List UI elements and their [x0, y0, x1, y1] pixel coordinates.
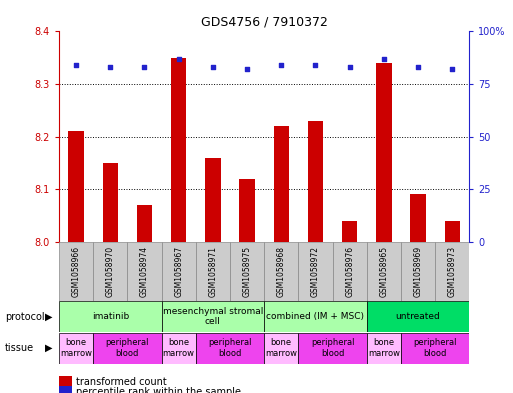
Text: peripheral
blood: peripheral blood	[413, 338, 457, 358]
Bar	[308, 121, 323, 242]
Text: peripheral
blood: peripheral blood	[311, 338, 354, 358]
Point	[106, 64, 114, 70]
Point	[414, 64, 422, 70]
Text: GSM1058966: GSM1058966	[72, 246, 81, 297]
Text: peripheral
blood: peripheral blood	[106, 338, 149, 358]
Text: GSM1058973: GSM1058973	[448, 246, 457, 297]
Point	[141, 64, 149, 70]
Text: GSM1058967: GSM1058967	[174, 246, 183, 297]
Bar	[264, 333, 299, 364]
Bar	[367, 242, 401, 301]
Bar	[264, 242, 299, 301]
Bar	[299, 333, 367, 364]
Text: ▶: ▶	[45, 343, 52, 353]
Bar	[127, 242, 162, 301]
Text: GSM1058976: GSM1058976	[345, 246, 354, 297]
Bar	[162, 333, 196, 364]
Bar	[196, 242, 230, 301]
Text: imatinib: imatinib	[92, 312, 129, 321]
Point	[448, 66, 457, 72]
Text: bone
marrow: bone marrow	[265, 338, 298, 358]
Title: GDS4756 / 7910372: GDS4756 / 7910372	[201, 16, 328, 29]
Bar	[137, 205, 152, 242]
Text: protocol: protocol	[5, 312, 45, 322]
Bar	[410, 195, 426, 242]
Bar	[162, 242, 196, 301]
Text: transformed count: transformed count	[76, 377, 167, 387]
Bar	[445, 221, 460, 242]
Text: GSM1058969: GSM1058969	[413, 246, 423, 297]
Bar	[103, 163, 118, 242]
Bar	[162, 301, 264, 332]
Text: GSM1058975: GSM1058975	[243, 246, 251, 297]
Text: tissue: tissue	[5, 343, 34, 353]
Bar	[93, 333, 162, 364]
Bar	[59, 301, 162, 332]
Point	[243, 66, 251, 72]
Text: GSM1058968: GSM1058968	[277, 246, 286, 297]
Text: bone
marrow: bone marrow	[163, 338, 195, 358]
Bar	[264, 301, 367, 332]
Bar	[240, 179, 255, 242]
Point	[174, 56, 183, 62]
Text: peripheral
blood: peripheral blood	[208, 338, 252, 358]
Bar	[401, 242, 435, 301]
Point	[311, 62, 320, 68]
Text: bone
marrow: bone marrow	[368, 338, 400, 358]
Bar	[435, 242, 469, 301]
Text: untreated: untreated	[396, 312, 441, 321]
Point	[72, 62, 80, 68]
Bar	[367, 333, 401, 364]
Bar	[68, 131, 84, 242]
Bar	[367, 301, 469, 332]
Text: GSM1058974: GSM1058974	[140, 246, 149, 297]
Bar	[332, 242, 367, 301]
Point	[346, 64, 354, 70]
Bar	[299, 242, 332, 301]
Text: combined (IM + MSC): combined (IM + MSC)	[266, 312, 365, 321]
Bar	[171, 58, 186, 242]
Text: GSM1058970: GSM1058970	[106, 246, 115, 297]
Bar	[401, 333, 469, 364]
Point	[277, 62, 285, 68]
Text: GSM1058971: GSM1058971	[208, 246, 218, 297]
Text: bone
marrow: bone marrow	[60, 338, 92, 358]
Text: GSM1058965: GSM1058965	[380, 246, 388, 297]
Text: ▶: ▶	[45, 312, 52, 322]
Bar	[59, 333, 93, 364]
Point	[380, 56, 388, 62]
Bar	[196, 333, 264, 364]
Bar	[273, 126, 289, 242]
Text: GSM1058972: GSM1058972	[311, 246, 320, 297]
Point	[209, 64, 217, 70]
Bar	[59, 242, 93, 301]
Bar	[342, 221, 358, 242]
Text: percentile rank within the sample: percentile rank within the sample	[76, 387, 241, 393]
Bar	[376, 63, 391, 242]
Bar	[230, 242, 264, 301]
Bar	[205, 158, 221, 242]
Bar	[93, 242, 127, 301]
Text: mesenchymal stromal
cell: mesenchymal stromal cell	[163, 307, 263, 327]
